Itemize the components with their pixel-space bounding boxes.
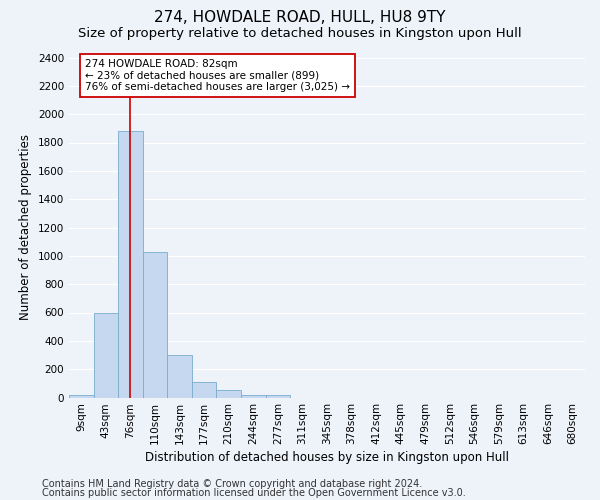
Bar	[69, 394, 94, 398]
Text: Contains public sector information licensed under the Open Government Licence v3: Contains public sector information licen…	[42, 488, 466, 498]
Text: 274 HOWDALE ROAD: 82sqm
← 23% of detached houses are smaller (899)
76% of semi-d: 274 HOWDALE ROAD: 82sqm ← 23% of detache…	[85, 59, 350, 92]
Bar	[266, 394, 290, 398]
Bar	[241, 394, 266, 398]
Text: 274, HOWDALE ROAD, HULL, HU8 9TY: 274, HOWDALE ROAD, HULL, HU8 9TY	[154, 10, 446, 25]
X-axis label: Distribution of detached houses by size in Kingston upon Hull: Distribution of detached houses by size …	[145, 452, 509, 464]
Bar	[118, 131, 143, 398]
Bar	[217, 390, 241, 398]
Bar	[143, 252, 167, 398]
Bar	[192, 382, 217, 398]
Text: Size of property relative to detached houses in Kingston upon Hull: Size of property relative to detached ho…	[78, 28, 522, 40]
Bar	[94, 312, 118, 398]
Text: Contains HM Land Registry data © Crown copyright and database right 2024.: Contains HM Land Registry data © Crown c…	[42, 479, 422, 489]
Y-axis label: Number of detached properties: Number of detached properties	[19, 134, 32, 320]
Bar	[167, 355, 192, 398]
